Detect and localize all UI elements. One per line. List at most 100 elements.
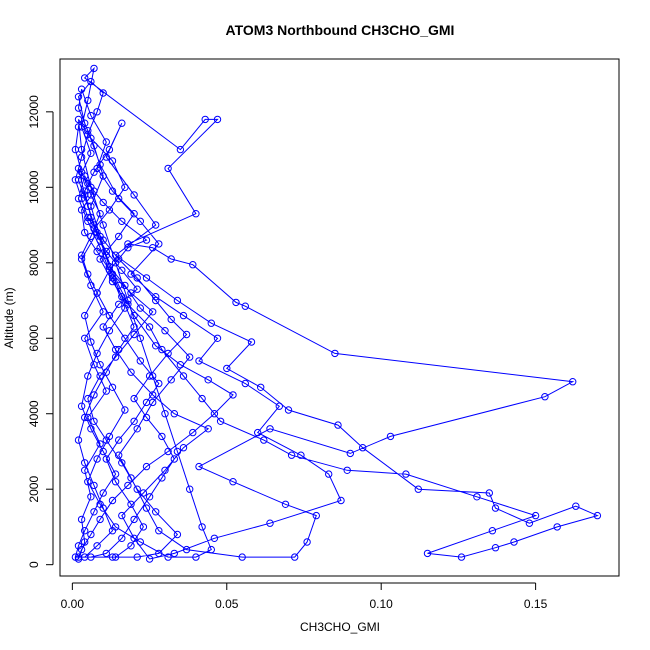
data-point bbox=[77, 168, 86, 176]
data-point bbox=[473, 493, 481, 501]
data-point bbox=[84, 130, 92, 139]
data-point bbox=[553, 523, 561, 531]
data-point bbox=[81, 553, 89, 561]
data-point bbox=[152, 342, 160, 350]
data-point bbox=[213, 115, 222, 124]
data-point bbox=[207, 319, 216, 327]
data-point bbox=[204, 376, 212, 384]
series-layer bbox=[71, 64, 602, 563]
data-point bbox=[152, 221, 160, 229]
data-point bbox=[266, 519, 274, 527]
data-point bbox=[525, 519, 534, 527]
data-point bbox=[485, 489, 493, 497]
data-point bbox=[155, 527, 163, 535]
data-point bbox=[118, 511, 126, 520]
data-point bbox=[87, 77, 95, 86]
data-point bbox=[158, 432, 166, 441]
data-point bbox=[87, 338, 95, 346]
data-point bbox=[179, 444, 188, 452]
x-axis-label: CH3CHO_GMI bbox=[300, 620, 380, 634]
data-point bbox=[115, 345, 123, 354]
data-point bbox=[74, 176, 83, 184]
data-point bbox=[457, 553, 466, 561]
data-point bbox=[152, 508, 160, 516]
data-point bbox=[386, 432, 395, 441]
data-point bbox=[96, 515, 104, 524]
data-point bbox=[149, 372, 157, 380]
data-point bbox=[254, 428, 262, 437]
data-point bbox=[142, 398, 151, 407]
data-point bbox=[87, 281, 95, 290]
x-tick-label: 0.10 bbox=[370, 597, 394, 611]
data-point bbox=[145, 493, 154, 501]
data-point bbox=[247, 338, 256, 346]
data-point bbox=[90, 142, 98, 150]
y-axis-label: Altitude (m) bbox=[2, 287, 16, 348]
data-point bbox=[74, 104, 83, 112]
data-point bbox=[115, 232, 123, 241]
data-point bbox=[182, 545, 191, 554]
data-point bbox=[198, 394, 206, 403]
x-tick-label: 0.15 bbox=[524, 597, 548, 611]
data-point bbox=[77, 194, 86, 203]
data-point bbox=[210, 410, 219, 418]
data-point bbox=[491, 504, 500, 512]
data-point bbox=[87, 530, 95, 539]
data-point bbox=[96, 372, 104, 380]
y-tick-label: 4000 bbox=[27, 400, 41, 427]
data-point bbox=[90, 391, 98, 399]
data-point bbox=[136, 334, 145, 342]
data-point bbox=[241, 379, 250, 388]
data-point bbox=[96, 361, 104, 369]
data-point bbox=[81, 187, 89, 195]
data-point bbox=[118, 119, 126, 127]
data-point bbox=[127, 368, 135, 376]
data-point bbox=[312, 511, 320, 520]
data-point bbox=[124, 296, 132, 305]
data-point bbox=[87, 191, 95, 199]
data-point bbox=[115, 300, 123, 308]
data-point bbox=[108, 187, 117, 195]
data-point bbox=[229, 478, 237, 486]
data-point bbox=[186, 353, 194, 361]
data-point bbox=[99, 489, 107, 497]
data-point bbox=[96, 232, 104, 241]
data-point bbox=[130, 311, 138, 320]
data-point bbox=[127, 289, 135, 297]
data-point bbox=[173, 530, 182, 539]
data-point bbox=[213, 334, 222, 342]
data-point bbox=[136, 217, 145, 226]
data-point bbox=[170, 410, 179, 418]
data-point bbox=[149, 308, 157, 316]
data-point bbox=[81, 466, 89, 474]
data-point bbox=[87, 425, 95, 433]
data-point bbox=[170, 455, 179, 463]
data-point bbox=[105, 327, 114, 335]
data-point bbox=[108, 553, 117, 561]
data-point bbox=[93, 349, 101, 358]
data-point bbox=[99, 504, 107, 512]
y-tick-label: 6000 bbox=[27, 325, 41, 352]
data-point bbox=[173, 447, 182, 456]
data-point bbox=[130, 515, 138, 524]
data-point bbox=[99, 447, 107, 456]
data-point bbox=[108, 496, 117, 505]
data-point bbox=[189, 428, 197, 437]
data-point bbox=[192, 210, 200, 218]
data-point bbox=[102, 455, 111, 463]
data-point bbox=[491, 544, 500, 552]
plot-frame bbox=[59, 58, 620, 577]
data-point bbox=[102, 368, 111, 376]
data-point bbox=[115, 281, 123, 290]
data-point bbox=[105, 311, 114, 320]
data-point bbox=[182, 330, 191, 339]
data-point bbox=[281, 500, 290, 508]
data-point bbox=[164, 164, 172, 173]
data-point bbox=[115, 194, 123, 203]
y-axis: 0 2000 4000 6000 8000 10000 12000 bbox=[27, 95, 54, 568]
data-point bbox=[176, 361, 185, 369]
y-tick-label: 10000 bbox=[27, 170, 41, 204]
data-point bbox=[111, 345, 120, 354]
